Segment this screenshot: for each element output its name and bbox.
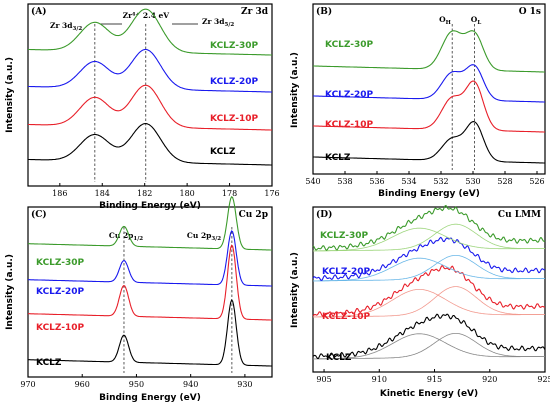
series-label-d: KCLZ-20P xyxy=(322,267,371,277)
x-tick-label-b: 538 xyxy=(337,177,352,186)
x-tick-label-c: 940 xyxy=(183,380,198,389)
annotation-oh: OH xyxy=(439,15,451,26)
panel-a-xlabel: Binding Energy (eV) xyxy=(99,201,201,211)
x-tick-label-a: 186 xyxy=(52,189,67,198)
series-line-b xyxy=(313,80,545,133)
panel-b-title: O 1s xyxy=(519,7,541,17)
panel-c-ylabel: Intensity (a.u.) xyxy=(5,254,15,330)
panel-b-ylabel: Intensity (a.u.) xyxy=(290,52,300,128)
series-line-c xyxy=(28,244,272,321)
series-label-a: KCLZ-10P xyxy=(210,114,259,124)
panel-b: (B) O 1s Binding Energy (eV) Intensity (… xyxy=(290,3,546,199)
x-tick-label-a: 176 xyxy=(264,189,279,198)
series-line-d xyxy=(312,265,545,318)
series-line-a xyxy=(28,84,272,131)
panel-a-ylabel: Intensity (a.u.) xyxy=(5,57,15,133)
series-label-c: KCLZ-10P xyxy=(36,323,85,333)
series-line-c xyxy=(28,195,272,251)
series-label-a: KCLZ-20P xyxy=(210,77,259,87)
annotation-zr-3d3-2: Zr 3d3/2 xyxy=(50,21,82,32)
panel-d: (D) Cu LMM Kinetic Energy (eV) Intensity… xyxy=(290,204,550,399)
panel-d-ylabel: Intensity (a.u.) xyxy=(290,252,300,328)
x-tick-label-a: 184 xyxy=(95,189,110,198)
fit-component-d xyxy=(313,223,545,252)
panel-b-xlabel: Binding Energy (eV) xyxy=(378,189,480,199)
x-tick-label-d: 905 xyxy=(316,375,331,384)
series-label-d: KCLZ xyxy=(326,353,352,363)
panel-d-label: (D) xyxy=(316,209,332,220)
annotation-splitting: 2.4 eV xyxy=(143,11,169,20)
x-tick-label-d: 925 xyxy=(537,375,550,384)
x-tick-label-c: 950 xyxy=(129,380,144,389)
annotation-cu-2p1-2: Cu 2p1/2 xyxy=(109,231,143,242)
panel-c-title: Cu 2p xyxy=(239,210,268,220)
series-label-b: KCLZ-30P xyxy=(325,40,374,50)
panel-a: (A) Zr 3d Binding Energy (eV) Intensity … xyxy=(5,3,280,211)
series-label-c: KCLZ-20P xyxy=(36,287,85,297)
panel-d-xlabel: Kinetic Energy (eV) xyxy=(380,389,478,399)
annotation-ol: OL xyxy=(471,15,482,26)
panel-b-label: (B) xyxy=(316,6,332,17)
panel-c-label: (C) xyxy=(31,209,47,220)
panel-d-title: Cu LMM xyxy=(498,210,541,220)
series-label-a: KCLZ xyxy=(210,147,236,157)
panel-b-frame xyxy=(312,3,546,175)
series-line-b xyxy=(313,121,545,164)
annotation-cu-2p3-2: Cu 2p3/2 xyxy=(187,231,221,242)
series-line-d xyxy=(312,313,546,360)
series-line-b xyxy=(313,30,545,73)
series-label-c: KCLZ xyxy=(36,358,62,368)
series-label-a: KCLZ-30P xyxy=(210,41,259,51)
x-tick-label-b: 540 xyxy=(305,177,320,186)
x-tick-label-a: 182 xyxy=(137,189,152,198)
series-line-c xyxy=(28,230,272,287)
x-tick-label-a: 178 xyxy=(222,189,237,198)
x-tick-label-c: 930 xyxy=(237,380,252,389)
annotation-zr-3d5-2: Zr 3d5/2 xyxy=(202,17,234,28)
series-label-c: KCLZ-30P xyxy=(36,258,85,268)
x-tick-label-d: 920 xyxy=(482,375,497,384)
series-line-b xyxy=(313,64,545,103)
series-label-b: KCLZ-20P xyxy=(325,90,374,100)
x-tick-label-b: 528 xyxy=(497,177,512,186)
series-label-b: KCLZ xyxy=(325,153,351,163)
x-tick-label-b: 530 xyxy=(465,177,480,186)
series-line-a xyxy=(28,8,272,56)
series-line-d xyxy=(312,236,546,281)
x-tick-label-c: 970 xyxy=(20,380,35,389)
x-tick-label-b: 532 xyxy=(433,177,448,186)
panel-d-frame xyxy=(312,206,546,373)
fit-component-d xyxy=(313,333,545,360)
series-line-a xyxy=(28,48,272,93)
x-tick-label-b: 536 xyxy=(369,177,384,186)
series-label-b: KCLZ-10P xyxy=(325,120,374,130)
panel-c-xlabel: Binding Energy (eV) xyxy=(99,393,201,403)
series-line-c xyxy=(28,299,272,367)
x-tick-label-c: 960 xyxy=(75,380,90,389)
x-tick-label-b: 534 xyxy=(401,177,416,186)
panel-c: (C) Cu 2p Binding Energy (eV) Intensity … xyxy=(5,195,273,403)
annotation-zr4: Zr⁴⁺ xyxy=(123,11,140,20)
x-tick-label-d: 915 xyxy=(427,375,442,384)
x-tick-label-d: 910 xyxy=(372,375,387,384)
series-line-d xyxy=(312,204,546,252)
panel-a-label: (A) xyxy=(31,6,47,17)
panel-a-title: Zr 3d xyxy=(241,7,269,17)
fit-component-d xyxy=(313,289,545,318)
series-line-a xyxy=(28,123,272,166)
fit-component-d xyxy=(313,227,545,252)
series-label-d: KCLZ-30P xyxy=(320,231,369,241)
fit-component-d xyxy=(313,286,545,318)
panel-c-frame xyxy=(27,206,273,378)
panel-a-frame xyxy=(27,3,273,187)
series-label-d: KCLZ-10P xyxy=(322,312,371,322)
fit-component-d xyxy=(313,257,545,282)
fit-component-d xyxy=(313,333,545,360)
fit-component-d xyxy=(313,255,545,282)
x-tick-label-a: 180 xyxy=(179,189,194,198)
x-tick-label-b: 526 xyxy=(529,177,544,186)
